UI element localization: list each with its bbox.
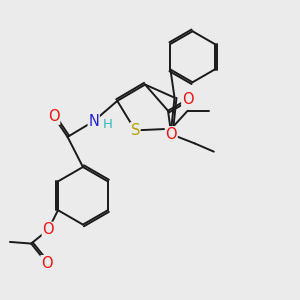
Text: O: O bbox=[41, 256, 53, 271]
Text: H: H bbox=[103, 118, 112, 131]
Text: N: N bbox=[88, 114, 99, 129]
Text: O: O bbox=[42, 222, 54, 237]
Text: S: S bbox=[130, 123, 140, 138]
Text: O: O bbox=[48, 109, 60, 124]
Text: O: O bbox=[182, 92, 194, 107]
Text: O: O bbox=[166, 127, 177, 142]
